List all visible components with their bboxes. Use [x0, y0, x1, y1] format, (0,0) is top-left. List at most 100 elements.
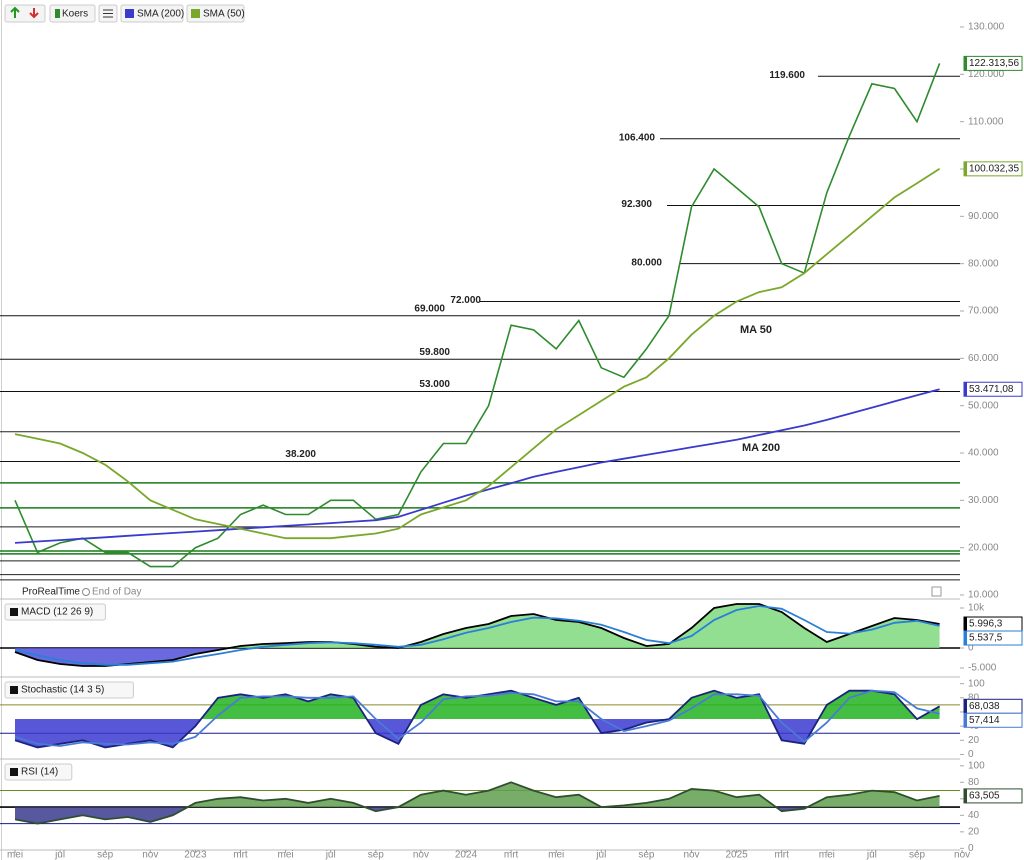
platform-name: ProRealTime: [22, 587, 80, 598]
value-box-edge: [964, 56, 967, 71]
x-tick-label: jul: [866, 850, 877, 860]
up-arrow: [10, 6, 20, 18]
value-box-edge: [964, 699, 967, 714]
x-tick-label: mei: [819, 850, 835, 860]
price-button[interactable]: [49, 4, 96, 23]
x-tick-label: jul: [595, 850, 606, 860]
area-fill-above: [15, 782, 940, 808]
area-fill-below: [15, 807, 940, 824]
level-label: 53.000: [419, 379, 450, 390]
panel-title-box: [4, 603, 106, 621]
x-tick-label: 2025: [725, 850, 748, 860]
y-tick-label: 80: [968, 692, 980, 703]
x-tick-label: mei: [7, 850, 23, 860]
x-tick-label: sep: [638, 850, 655, 860]
value-box-edge: [964, 161, 967, 176]
x-tick-label: nov: [413, 850, 429, 860]
x-tick-label: 2024: [455, 850, 478, 860]
value-label: 57,414: [969, 715, 1000, 726]
series-line: [14, 781, 940, 825]
mode-radio[interactable]: [82, 588, 90, 596]
y-tick-label: 80: [968, 777, 980, 788]
x-tick-label: sep: [368, 850, 385, 860]
list-icon: [103, 9, 113, 18]
direction-button[interactable]: [4, 4, 46, 23]
panel-title: MACD (12 26 9): [21, 607, 93, 618]
level-label: 72.000: [450, 295, 481, 306]
value-box-edge: [964, 617, 967, 632]
sma50-button[interactable]: [186, 4, 245, 23]
sma200-button[interactable]: [120, 4, 184, 23]
y-tick-label: 10k: [968, 603, 985, 614]
y-tick-label: 100: [968, 760, 985, 771]
series-line: [14, 168, 941, 540]
value-label: 63,505: [969, 791, 1000, 802]
y-tick-label: 100: [968, 678, 985, 689]
x-tick-label: nov: [954, 850, 970, 860]
series-line: [14, 63, 941, 568]
value-label: 5.996,3: [969, 619, 1003, 630]
annotation: MA 200: [742, 442, 780, 454]
level-label: 92.300: [621, 199, 652, 210]
x-tick-label: 2023: [184, 850, 207, 860]
legend-label: Koers: [62, 9, 88, 20]
x-tick-label: mei: [278, 850, 294, 860]
toolbar: [4, 4, 245, 23]
y-tick-label: 20: [968, 735, 980, 746]
y-tick-label: 20: [968, 826, 980, 837]
x-tick-label: jul: [54, 850, 65, 860]
legend-swatch: [55, 9, 60, 18]
x-tick-label: nov: [683, 850, 699, 860]
y-tick-label: 90.000: [968, 211, 999, 222]
panel-button[interactable]: [931, 586, 942, 597]
level-label: 80.000: [631, 257, 662, 268]
y-tick-label: -5.000: [968, 663, 997, 674]
y-tick-label: 50.000: [968, 400, 999, 411]
value-box-edge: [964, 631, 967, 646]
y-tick-label: 120.000: [968, 69, 1005, 80]
x-tick-label: nov: [142, 850, 158, 860]
x-tick-label: sep: [97, 850, 114, 860]
area-fill-above: [201, 690, 940, 720]
y-tick-label: 10.000: [968, 590, 999, 601]
y-tick-label: 0: [968, 643, 974, 654]
value-label: 53.471,08: [969, 384, 1014, 395]
y-tick-label: 130.000: [968, 22, 1005, 33]
y-tick-label: 60.000: [968, 353, 999, 364]
panel-title-box: [4, 763, 73, 781]
down-arrow: [29, 8, 39, 19]
x-tick-label: mei: [548, 850, 564, 860]
x-tick-label: mrt: [233, 850, 248, 860]
x-tick-label: jul: [325, 850, 336, 860]
annotation: MA 50: [740, 324, 772, 336]
x-tick-label: mrt: [504, 850, 519, 860]
series-line: [14, 689, 940, 747]
legend-label: SMA (200): [137, 9, 184, 20]
value-box-edge: [964, 382, 967, 397]
value-box-edge: [964, 788, 967, 803]
panel-icon: [10, 768, 18, 776]
y-tick-label: 40.000: [968, 448, 999, 459]
value-box-edge: [964, 713, 967, 728]
panel-title: Stochastic (14 3 5): [21, 685, 104, 696]
legend-swatch: [191, 9, 200, 18]
level-label: 69.000: [414, 303, 445, 314]
y-tick-label: 30.000: [968, 495, 999, 506]
panel-icon: [10, 608, 18, 616]
legend-swatch: [125, 9, 134, 18]
y-tick-label: 40: [968, 810, 980, 821]
level-label: 119.600: [769, 70, 805, 81]
value-label: 100.032,35: [969, 163, 1019, 174]
x-tick-label: sep: [909, 850, 926, 860]
panel-title: RSI (14): [21, 767, 58, 778]
mode-label: End of Day: [92, 587, 141, 598]
panel-title-box: [4, 681, 134, 699]
y-tick-label: 0: [968, 843, 974, 854]
legend-label: SMA (50): [203, 9, 245, 20]
y-tick-label: 0: [968, 749, 974, 760]
y-tick-label: 20.000: [968, 542, 999, 553]
y-tick-label: 80.000: [968, 258, 999, 269]
y-tick-label: 70.000: [968, 306, 999, 317]
level-label: 38.200: [285, 449, 316, 460]
value-label: 122.313,56: [969, 58, 1019, 69]
